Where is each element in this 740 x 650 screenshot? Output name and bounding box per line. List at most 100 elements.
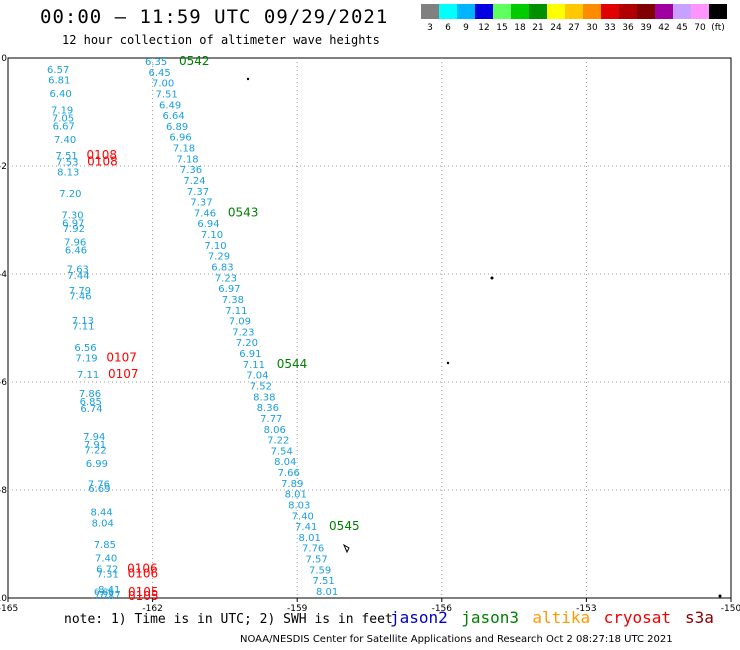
swh-value: 7.53 xyxy=(56,158,78,169)
swh-value: 7.51 xyxy=(56,151,78,162)
map-frame xyxy=(7,57,732,599)
swh-value: 7.18 xyxy=(176,154,198,165)
legend-jason2: jason2 xyxy=(390,608,448,627)
swh-value: 7.52 xyxy=(250,381,272,392)
swh-value: 6.49 xyxy=(159,100,181,111)
swh-value: 6.35 xyxy=(145,57,167,68)
swh-value: 7.37 xyxy=(190,198,212,209)
swh-value: 6.81 xyxy=(48,76,70,87)
swh-value: 7.20 xyxy=(59,189,81,200)
pass-time-label: 0108 xyxy=(87,155,118,169)
swh-value: 7.76 xyxy=(302,544,324,555)
scale-swatch xyxy=(601,4,619,19)
swh-value: 7.57 xyxy=(306,555,328,566)
scale-swatch xyxy=(457,4,475,19)
swh-value: 7.37 xyxy=(187,187,209,198)
island xyxy=(446,361,450,365)
legend-cryosat: cryosat xyxy=(603,608,672,627)
swh-value: 7.19 xyxy=(51,105,73,116)
swh-value: 7.89 xyxy=(281,479,303,490)
swh-value: 8.13 xyxy=(57,167,79,178)
scale-swatch xyxy=(475,4,493,19)
scale-label: 36 xyxy=(622,23,634,33)
scale-swatch xyxy=(709,4,727,19)
swh-value: 8.06 xyxy=(264,425,286,436)
swh-value: 7.18 xyxy=(173,144,195,155)
scale-label: 70 xyxy=(694,23,706,33)
swh-value: 7.38 xyxy=(222,295,244,306)
swh-value: 6.96 xyxy=(169,133,191,144)
swh-value: 7.41 xyxy=(295,522,317,533)
page-title: 00:00 – 11:59 UTC 09/29/2021 xyxy=(40,6,389,28)
swh-value: 6.94 xyxy=(197,219,219,230)
swh-value: 6.56 xyxy=(74,343,96,354)
pass-time-label: 0106 xyxy=(127,561,158,575)
swh-value: 6.57 xyxy=(47,65,69,76)
scale-label: 3 xyxy=(427,23,433,33)
lat-tick-label: 0 xyxy=(1,54,7,64)
swh-value: 6.74 xyxy=(80,404,102,415)
lon-tick-label: -156 xyxy=(432,604,453,614)
swh-value: 8.03 xyxy=(288,500,310,511)
scale-label: 39 xyxy=(640,23,652,33)
swh-value: 6.64 xyxy=(162,111,184,122)
lon-tick-label: -165 xyxy=(0,604,18,614)
lon-tick-label: -162 xyxy=(142,604,162,614)
scale-swatch xyxy=(673,4,691,19)
swh-value: 7.66 xyxy=(278,468,300,479)
swh-value: 8.04 xyxy=(92,518,114,529)
legend-altika: altika xyxy=(532,608,591,627)
island xyxy=(246,77,250,81)
scale-label: 9 xyxy=(463,23,469,33)
swh-value: 7.13 xyxy=(72,316,94,327)
swh-value: 6.97 xyxy=(62,219,84,230)
swh-value: 7.63 xyxy=(67,265,89,276)
swh-value: 7.94 xyxy=(83,432,105,443)
page-subtitle: 12 hour collection of altimeter wave hei… xyxy=(62,33,380,47)
scale-swatch xyxy=(547,4,565,19)
swh-value: 7.31 xyxy=(97,570,119,581)
scale-label: 33 xyxy=(604,23,616,33)
swh-value: 7.10 xyxy=(201,230,223,241)
scale-swatch xyxy=(511,4,529,19)
scale-label: 12 xyxy=(478,23,490,33)
swh-value: 8.04 xyxy=(274,457,296,468)
swh-value: 7.10 xyxy=(204,241,226,252)
swh-value: 6.46 xyxy=(65,246,87,257)
swh-value: 7.54 xyxy=(271,446,293,457)
swh-value: 7.76 xyxy=(88,480,110,491)
scale-label: 27 xyxy=(568,23,580,33)
scale-swatch xyxy=(583,4,601,19)
swh-value: 7.46 xyxy=(69,292,91,303)
swh-value: 7.24 xyxy=(183,176,205,187)
swh-value: 7.23 xyxy=(215,273,237,284)
pass-time-label: 0543 xyxy=(228,205,259,219)
lon-tick-label: -159 xyxy=(287,604,308,614)
swh-value: 7.22 xyxy=(267,436,289,447)
swh-value: 6.91 xyxy=(239,349,261,360)
swh-value: 8.36 xyxy=(257,403,279,414)
swh-value: 7.78 xyxy=(94,592,114,602)
swh-value: 7.85 xyxy=(94,540,116,551)
swh-value: 6.40 xyxy=(49,89,71,100)
lon-tick-label: -150 xyxy=(721,604,740,614)
swh-value: 6.72 xyxy=(96,564,118,575)
swh-value: 8.01 xyxy=(299,533,321,544)
scale-label: 21 xyxy=(532,23,544,33)
scale-label: 6 xyxy=(445,23,451,33)
lat-tick-label: -2 xyxy=(0,162,7,172)
swh-value: 7.11 xyxy=(225,306,247,317)
swh-value: 7.40 xyxy=(54,135,76,146)
swh-value: 6.85 xyxy=(80,397,102,408)
swh-value: 7.20 xyxy=(236,338,258,349)
swh-value: 7.44 xyxy=(67,271,89,282)
swh-value: 6.99 xyxy=(86,459,108,470)
pass-time-label: 0107 xyxy=(108,367,139,381)
swh-value: 6.89 xyxy=(166,122,188,133)
swh-value: 7.79 xyxy=(69,286,91,297)
swh-value: 6.83 xyxy=(211,263,233,274)
swh-value: 7.11 xyxy=(72,321,94,332)
swh-value: 7.77 xyxy=(260,414,282,425)
swh-value: 7.11 xyxy=(243,360,265,371)
